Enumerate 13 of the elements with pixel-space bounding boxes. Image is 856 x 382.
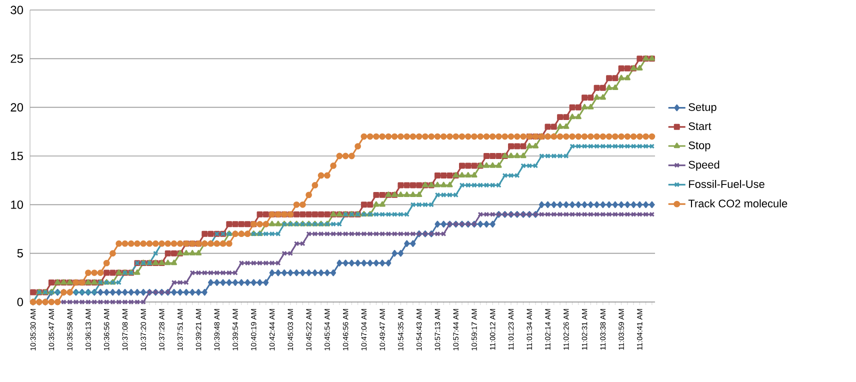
y-tick-label: 0 xyxy=(17,298,24,306)
legend-label: Start xyxy=(688,122,712,130)
y-tick-label: 20 xyxy=(10,103,24,112)
y-tick-label: 5 xyxy=(17,249,23,258)
y-tick-label: 30 xyxy=(10,6,24,14)
y-tick-label: 25 xyxy=(10,54,23,63)
legend-label: Track CO2 molecule xyxy=(688,199,788,208)
legend-label: Fossil-Fuel-Use xyxy=(689,180,764,188)
legend-label: Speed xyxy=(688,160,720,171)
y-tick-label: 10 xyxy=(11,200,24,209)
legend-label: Stop xyxy=(688,141,710,152)
y-tick-label: 15 xyxy=(11,152,23,160)
legend-label: Setup xyxy=(688,103,716,114)
